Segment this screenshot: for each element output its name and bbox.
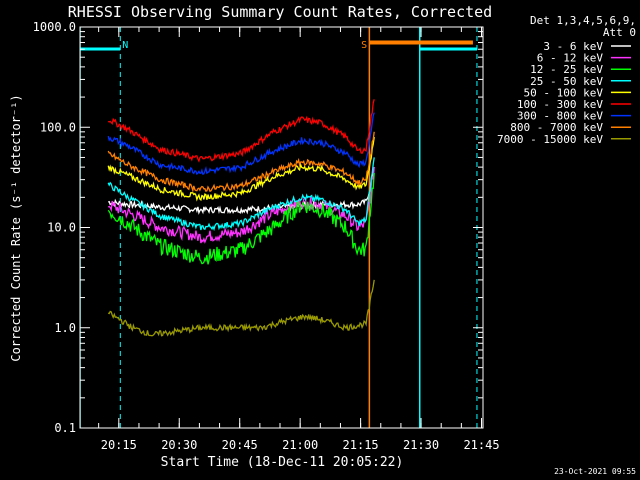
series-800-7000kev (107, 131, 375, 193)
legend-label: 800 - 7000 keV (510, 121, 603, 134)
legend-label: 6 - 12 keV (537, 52, 604, 65)
series-line-4 (107, 136, 375, 202)
legend-item-0: 3 - 6 keV (543, 40, 631, 53)
annotation-s: S (361, 40, 367, 51)
saa-band (368, 27, 473, 428)
legend-item-5: 100 - 300 keV (517, 98, 631, 111)
series-line-3 (107, 157, 375, 232)
x-axis-label: Start Time (18-Dec-11 20:05:22) (161, 455, 404, 470)
legend-label: 300 - 800 keV (517, 110, 603, 123)
y-tick-label-0: 0.1 (54, 421, 76, 435)
series-line-2 (107, 172, 375, 265)
legend-label: 25 - 50 keV (530, 75, 603, 88)
render-timestamp: 23-Oct-2021 09:55 (554, 467, 636, 476)
legend-item-1: 6 - 12 keV (537, 52, 631, 65)
series-12-25kev (107, 172, 375, 265)
x-tick-label-5: 21:30 (403, 438, 439, 452)
x-tick-label-2: 20:45 (222, 438, 258, 452)
series-7000-15000kev (107, 279, 375, 337)
y-tick-label-3: 100.0 (40, 120, 76, 134)
legend-item-2: 12 - 25 keV (530, 63, 631, 76)
x-tick-label-0: 20:15 (101, 438, 137, 452)
series-line-5 (107, 99, 375, 163)
y-axis-label: Corrected Count Rate (s⁻¹ detector⁻¹) (9, 94, 23, 361)
legend-label: 100 - 300 keV (517, 98, 603, 111)
y-tick-label-2: 10.0 (47, 221, 76, 235)
series-300-800kev (107, 112, 375, 176)
legend-label: 7000 - 15000 keV (497, 133, 603, 146)
legend-item-3: 25 - 50 keV (530, 75, 631, 88)
legend-label: 50 - 100 keV (524, 86, 604, 99)
series-line-8 (107, 279, 375, 337)
x-tick-label-3: 21:00 (282, 438, 318, 452)
legend-item-6: 300 - 800 keV (517, 110, 631, 123)
legend-item-7: 800 - 7000 keV (510, 121, 631, 134)
legend-item-8: 7000 - 15000 keV (497, 133, 631, 146)
x-tick-label-1: 20:30 (161, 438, 197, 452)
legend-label: 12 - 25 keV (530, 63, 603, 76)
night-marker-0 (80, 27, 121, 428)
legend-label: 3 - 6 keV (543, 40, 603, 53)
series-line-6 (107, 112, 375, 176)
series-3-6kev (108, 166, 375, 215)
y-tick-label-4: 1000.0 (33, 20, 76, 34)
series-50-100kev (107, 136, 375, 202)
legend-header-line1: Det 1,3,4,5,6,9, (530, 14, 636, 27)
legend-header-line2: Att 0 (603, 26, 636, 39)
series-6-12kev (107, 167, 375, 244)
x-tick-label-4: 21:15 (343, 438, 379, 452)
series-line-7 (107, 131, 375, 193)
legend-item-4: 50 - 100 keV (524, 86, 631, 99)
series-line-1 (107, 167, 375, 244)
y-tick-label-1: 1.0 (54, 321, 76, 335)
annotation-n: N (122, 40, 128, 51)
chart-title: RHESSI Observing Summary Count Rates, Co… (68, 3, 492, 21)
series-100-300kev (107, 99, 375, 163)
series-25-50kev (107, 157, 375, 232)
x-tick-label-6: 21:45 (463, 438, 499, 452)
night-marker-1 (418, 27, 478, 428)
plot-frame (79, 26, 484, 429)
series-line-0 (108, 166, 375, 215)
